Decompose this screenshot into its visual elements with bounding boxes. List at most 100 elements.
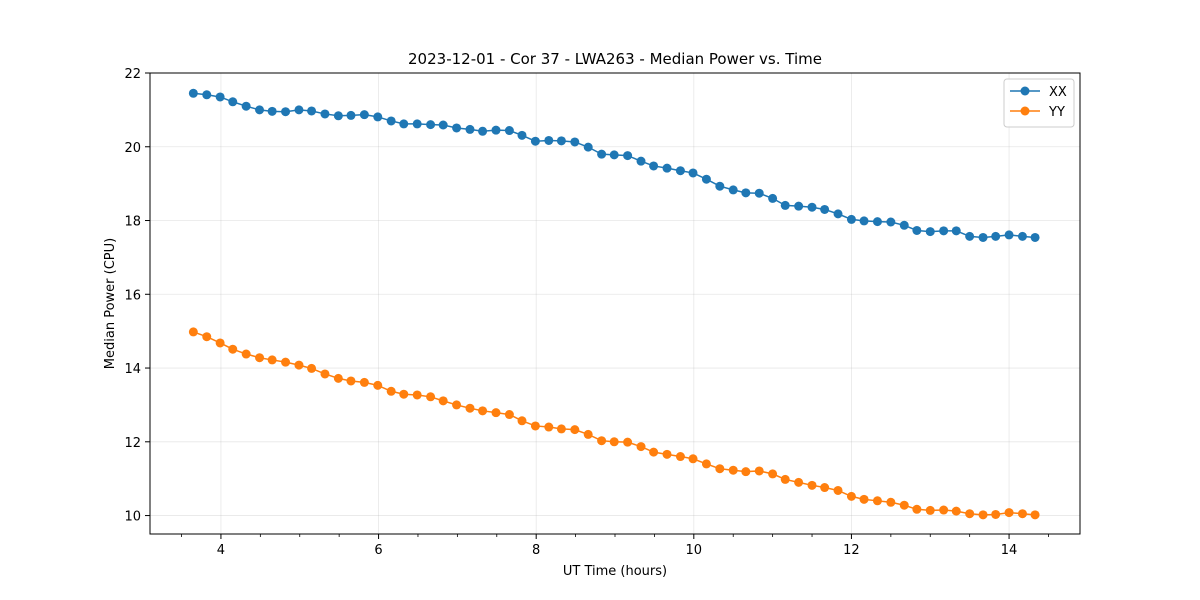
series-xx-point [662,163,672,173]
y-tick-label: 20 [124,141,141,156]
series-xx-point [715,181,725,191]
series-yy-point [504,410,514,420]
series-yy-point [307,363,317,373]
y-tick-label: 22 [124,67,141,82]
series-xx-point [215,92,225,102]
series-yy-point [978,510,988,520]
series-yy-point [899,500,909,510]
series-yy-point [241,349,251,359]
legend-xx-label: XX [1049,85,1067,100]
series-yy-point [872,496,882,506]
series-yy-point [597,436,607,446]
series-xx-point [373,112,383,122]
series-xx-point [426,120,436,130]
series-yy-point [294,360,304,370]
y-tick-label: 14 [124,362,141,377]
series-yy-point [255,353,265,363]
series-xx-point [859,216,869,226]
series-xx-point [544,135,554,145]
series-yy-point [465,403,475,413]
series-yy-point [833,485,843,495]
series-yy-point [807,480,817,490]
series-yy-point [925,505,935,515]
series-yy-point [609,437,619,447]
series-xx-point [583,142,593,152]
series-yy-point [438,396,448,406]
series-yy-point [570,425,580,435]
series-xx-point [530,136,540,146]
series-yy-point [715,464,725,474]
series-xx-point [609,150,619,160]
series-yy-point [215,338,225,348]
series-xx-point [623,151,633,161]
series-yy-point [728,465,738,475]
series-xx [188,88,1040,242]
series-xx-point [202,90,212,100]
series-xx-point [281,107,291,117]
y-tick-label: 12 [124,436,141,451]
legend-entries: XX YY [1010,85,1067,120]
x-tick-label: 8 [532,543,540,558]
series-yy-point [649,447,659,457]
series-yy-point [951,506,961,516]
series-yy-point [556,424,566,434]
series-xx-point [1017,231,1027,241]
series-xx-point [925,227,935,237]
series-xx-point [649,161,659,171]
series-xx-point [255,105,265,115]
grid-layer [150,72,1080,534]
series-yy-point [701,459,711,469]
series-yy-point [399,389,409,399]
series-yy-point [662,449,672,459]
series-xx-point [307,106,317,116]
series-xx-point [597,149,607,159]
series-yy-point [333,373,343,383]
series-layer [188,88,1040,520]
series-xx-point [359,110,369,120]
series-xx-point [991,231,1001,241]
series-yy-point [768,469,778,479]
y-axis-label: Median Power (CPU) [103,238,118,369]
series-xx-point [346,110,356,120]
series-xx-point [386,116,396,126]
series-xx-point [965,231,975,241]
x-tick-label: 12 [843,543,860,558]
series-yy-point [359,377,369,387]
series-xx-point [912,225,922,235]
series-xx-point [754,188,764,198]
series-xx-point [241,101,251,111]
series-xx-point [899,220,909,230]
series-xx-point [794,201,804,211]
series-yy-point [373,380,383,390]
series-yy-point [517,416,527,426]
series-yy-point [320,369,330,379]
series-xx-point [846,214,856,224]
series-yy-point [991,509,1001,519]
series-xx-point [188,88,198,98]
series-yy-point [202,332,212,342]
series-xx-point [491,125,501,135]
series-xx-point [412,119,422,129]
series-xx-point [333,111,343,121]
series-xx-point [438,120,448,130]
series-xx-point [688,168,698,178]
series-xx-point [939,226,949,236]
series-xx-point [465,124,475,134]
x-tick-label: 4 [217,543,225,558]
series-xx-point [728,185,738,195]
series-xx-point [675,166,685,176]
series-xx-point [556,136,566,146]
series-xx-point [636,156,646,166]
series-yy-point [188,327,198,337]
series-yy-point [846,491,856,501]
series-xx-point [320,109,330,119]
series-xx-point [741,188,751,198]
series-yy-point [780,474,790,484]
series-yy-point [281,357,291,367]
series-xx-point [1004,230,1014,240]
series-yy-point [741,467,751,477]
series-xx-point [570,137,580,147]
series-yy-point [623,437,633,447]
chart-title: 2023-12-01 - Cor 37 - LWA263 - Median Po… [408,50,822,68]
